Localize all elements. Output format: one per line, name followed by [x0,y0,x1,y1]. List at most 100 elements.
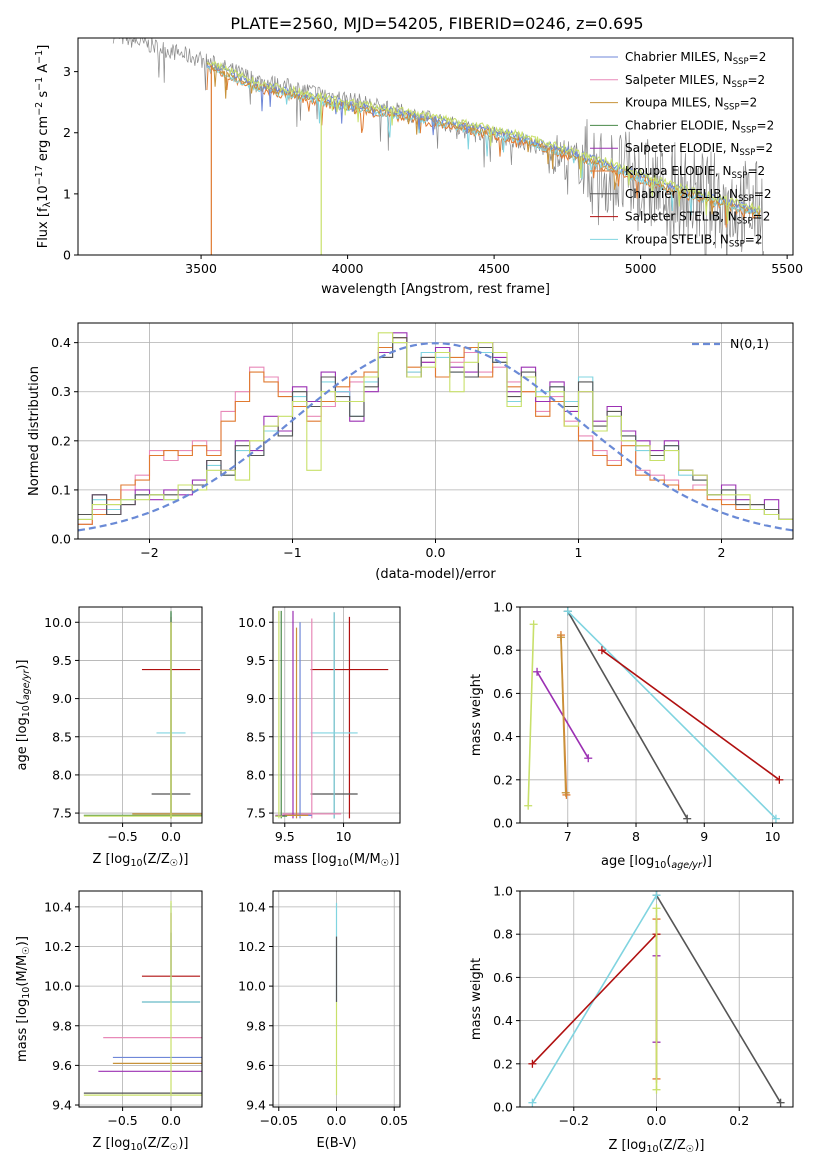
x-tick-label: 0.2 [729,1113,749,1128]
legend-label: Kroupa ELODIE, NSSP=2 [625,164,765,181]
weight-line [655,894,782,1104]
spectrum-model-line [206,61,761,214]
x-tick-label: −0.05 [260,1113,298,1128]
x-tick-label: 5000 [625,261,657,276]
plot-layer: 3500 4000 4500 5000 5500 0 1 2 3 Chabrier MILES, … [15,37,803,1155]
y-tick-label: 9.6 [52,1058,72,1073]
weight-line [531,933,658,1065]
legend-label: Salpeter MILES, NSSP=2 [625,73,765,90]
y-tick-label: 7.5 [52,806,72,821]
legend-label: Chabrier STELIB, NSSP=2 [625,187,772,204]
massweight-vs-Z-axes: −0.2 0.0 0.2 0.0 0.2 0.4 0.6 0.8 1.0 [493,884,793,1128]
age-vs-Z-frame [78,606,203,824]
age-vs-mass-bars [275,610,389,819]
x-tick-label: 0.0 [647,1113,667,1128]
x-axis-label: Z [log10(Z/Z☉)] [93,1136,189,1153]
y-tick-label: 0.6 [493,970,513,985]
y-axis-label: mass weight [469,674,484,756]
x-tick-label: 1 [575,545,583,560]
age-vs-Z-bars [83,610,202,819]
x-tick-label: 4500 [478,261,510,276]
y-tick-label: 1 [63,186,71,201]
residuals-frame [77,322,794,540]
y-tick-label: 9.5 [246,653,266,668]
y-tick-label: 0.0 [493,816,513,831]
x-tick-label: −1 [283,545,301,560]
x-tick-label: 3500 [185,261,217,276]
y-tick-label: 10.2 [238,939,266,954]
spectrum-model-line [206,60,761,224]
x-tick-label: 0.0 [161,829,181,844]
y-tick-label: 0.8 [493,643,513,658]
y-tick-label: 0.0 [493,1100,513,1115]
massweight-vs-Z-lines [528,891,785,1107]
figure-title: PLATE=2560, MJD=54205, FIBERID=0246, z=0… [230,14,643,33]
mass-vs-EBV-axes: −0.05 0.0 0.05 9.4 9.6 9.8 10.0 10.2 10.4 [238,891,408,1128]
x-tick-label: 7 [564,829,572,844]
x-tick-label: 0.0 [161,1113,181,1128]
y-tick-label: 10.0 [238,615,266,630]
y-tick-label: 7.5 [246,806,266,821]
y-tick-label: 0.2 [51,433,71,448]
weight-line [527,624,535,806]
y-tick-label: 10.4 [238,899,266,914]
y-tick-label: 0.2 [493,772,513,787]
y-tick-label: 9.0 [52,691,72,706]
y-tick-label: 0.1 [51,482,71,497]
x-tick-label: −0.5 [107,829,137,844]
x-tick-label: 5500 [771,261,803,276]
legend-label: Kroupa STELIB, NSSP=2 [625,232,763,249]
y-tick-label: 0.0 [51,532,71,547]
x-tick-label: 8 [632,829,640,844]
y-tick-label: 1.0 [493,884,513,899]
x-axis-label: mass [log10(M/M☉)] [274,852,400,869]
massweight-vs-age-axes: 7 8 9 10 0.0 0.2 0.4 0.6 0.8 1.0 [493,600,793,844]
massweight-vs-age-lines [524,607,784,823]
y-tick-label: 9.0 [246,691,266,706]
mass-vs-EBV-frame [272,890,401,1108]
x-tick-label: 9.5 [275,829,295,844]
x-axis-label: wavelength [Angstrom, rest frame] [321,282,550,297]
y-tick-label: 8.0 [52,767,72,782]
histogram-series [78,332,793,520]
x-tick-label: −0.5 [107,1113,137,1128]
y-tick-label: 9.8 [246,1018,266,1033]
y-tick-label: 9.6 [246,1058,266,1073]
legend-label: Salpeter ELODIE, NSSP=2 [625,141,773,158]
y-tick-label: 9.5 [52,653,72,668]
x-axis-label: (data-model)/error [375,567,496,582]
x-axis-label: E(B-V) [316,1136,356,1151]
mass-vs-Z-bars [83,900,202,1096]
massweight-vs-Z-frame [519,890,794,1108]
massweight-vs-age-frame [519,606,794,824]
y-tick-label: 0.3 [51,384,71,399]
y-axis-label: Flux [fλ10−17 erg cm−2 s−1 A−1] [34,45,53,249]
legend-label: Chabrier MILES, NSSP=2 [625,50,766,67]
x-tick-label: 0.0 [426,545,446,560]
mass-vs-Z-axes: −0.5 0.0 9.4 9.6 9.8 10.0 10.2 10.4 [44,891,202,1128]
x-axis-label: age [log10(age/yr)] [601,854,712,871]
y-tick-label: 8.0 [246,767,266,782]
y-tick-label: 9.4 [52,1098,72,1113]
legend-label: N(0,1) [730,336,769,351]
y-axis-label: mass [log10(M/M☉)] [15,936,32,1062]
residuals-axes: −2 −1 0.0 1 2 0.0 0.1 0.2 0.3 0.4 [51,323,793,560]
x-axis-label: Z [log10(Z/Z☉)] [93,852,189,869]
y-tick-label: 3 [63,64,71,79]
y-tick-label: 10.2 [44,939,72,954]
x-tick-label: 9 [700,829,708,844]
age-vs-Z-axes: −0.5 0.0 7.5 8.0 8.5 9.0 9.5 10.0 [44,607,202,844]
age-vs-mass-axes: 9.5 10 7.5 8.0 8.5 9.0 9.5 10.0 [238,607,400,844]
y-tick-label: 10.4 [44,899,72,914]
y-axis-label: Normed distribution [27,366,42,496]
x-tick-label: 2 [718,545,726,560]
normal-curve [78,342,793,532]
x-tick-label: 10 [336,829,352,844]
y-tick-label: 8.5 [246,729,266,744]
spectrum-axes: 3500 4000 4500 5000 5500 0 1 2 3 [63,64,803,276]
x-tick-label: −2 [140,545,158,560]
histogram-lines [78,332,793,532]
legend-label: Kroupa MILES, NSSP=2 [625,96,757,113]
y-tick-label: 2 [63,125,71,140]
